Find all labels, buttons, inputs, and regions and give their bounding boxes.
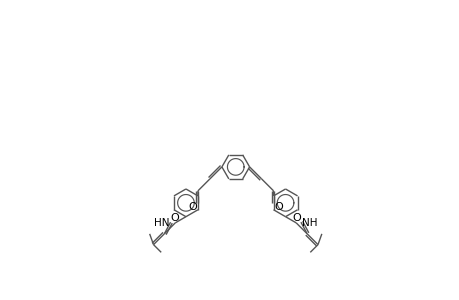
- Text: O: O: [274, 202, 283, 212]
- Text: O: O: [170, 213, 179, 223]
- Text: O: O: [291, 213, 300, 223]
- Text: NH: NH: [302, 218, 317, 228]
- Text: HN: HN: [153, 218, 169, 228]
- Text: O: O: [188, 202, 196, 212]
